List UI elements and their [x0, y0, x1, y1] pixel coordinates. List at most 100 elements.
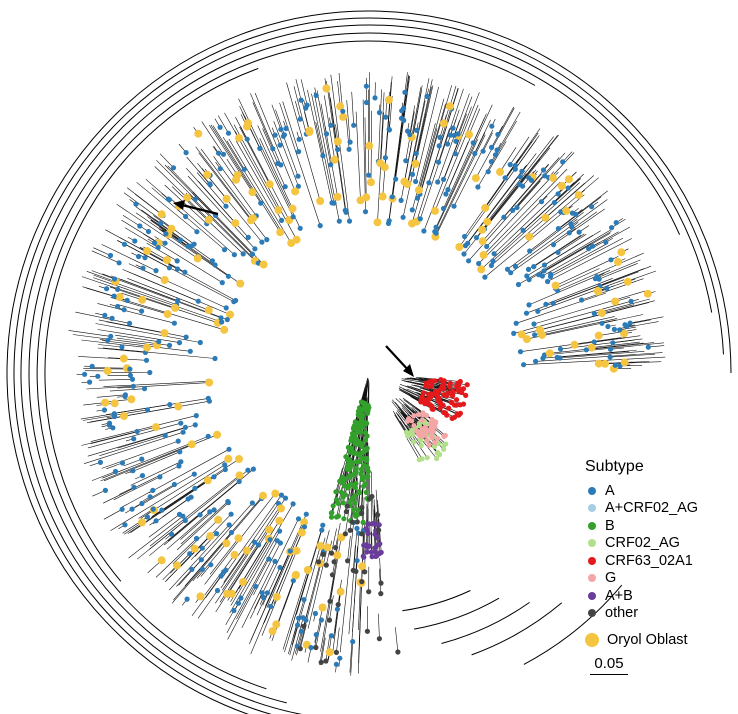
legend-title: Subtype	[585, 458, 644, 475]
tip-subtype-a	[87, 379, 93, 385]
tree-branch	[416, 79, 433, 154]
tip-oryol-oblast	[171, 303, 180, 312]
tree-branch	[295, 79, 302, 101]
tip-subtype-a	[145, 228, 152, 235]
tip-subtype-a	[525, 266, 532, 272]
tip-oryol-oblast	[235, 455, 243, 463]
tip-subtype-a	[166, 342, 173, 348]
tip-subtype-a	[296, 149, 302, 155]
tip-subtype-a	[565, 185, 571, 191]
tip-subtype-a	[526, 302, 532, 308]
tip-subtype-a	[290, 214, 296, 220]
tip-subtype-a	[219, 319, 225, 325]
tip-oryol-oblast	[597, 309, 606, 317]
tree-branch	[276, 580, 294, 627]
tree-branch	[437, 93, 470, 183]
arrow-upper-cluster	[177, 202, 219, 216]
tree-branch	[252, 102, 274, 149]
tip-subtype-a	[296, 136, 302, 142]
tip-subtype-a	[451, 132, 457, 138]
tip-subtype-crf63-02a1	[450, 388, 456, 394]
tree-branch	[349, 560, 358, 673]
tip-subtype-g	[420, 410, 426, 416]
tree-branch	[191, 575, 222, 616]
tip-subtype-crf63-02a1	[457, 410, 463, 416]
tip-oryol-oblast	[265, 525, 274, 534]
tip-subtype-crf63-02a1	[446, 405, 452, 411]
tip-oryol-oblast	[574, 191, 583, 200]
tree-branch	[420, 88, 464, 219]
tree-branch	[350, 641, 353, 676]
tip-subtype-a	[432, 229, 438, 235]
tree-branch	[86, 386, 134, 390]
tip-subtype-crf02-ag	[424, 455, 430, 461]
tip-oryol-oblast	[101, 398, 110, 407]
tree-branch	[146, 242, 178, 262]
tree-branch	[552, 265, 652, 304]
tip-subtype-a	[278, 126, 284, 132]
tip-subtype-a	[372, 95, 378, 101]
tree-branch	[457, 96, 473, 135]
tip-subtype-b	[349, 495, 356, 501]
tip-oryol-oblast	[235, 134, 243, 143]
tip-oryol-oblast	[272, 592, 281, 601]
tip-subtype-a	[176, 511, 183, 517]
tip-subtype-b	[353, 469, 359, 475]
tip-subtype-b	[354, 458, 360, 465]
tip-subtype-a	[257, 145, 263, 151]
tip-oryol-oblast	[305, 126, 314, 135]
tip-subtype-g	[433, 419, 439, 425]
tip-subtype-a	[153, 518, 159, 524]
tip-oryol-oblast	[325, 648, 334, 657]
tree-branch	[166, 511, 210, 550]
tree-branch	[229, 529, 270, 592]
tip-oryol-oblast	[291, 187, 300, 196]
tip-subtype-crf63-02a1	[459, 389, 465, 396]
tip-oryol-oblast	[455, 243, 464, 251]
tree-branch	[332, 591, 341, 653]
tree-branch	[434, 139, 478, 232]
tree-branch	[550, 237, 624, 277]
tip-subtype-other	[313, 644, 319, 651]
tree-branch	[555, 258, 615, 286]
tip-subtype-a	[282, 495, 289, 501]
tip-subtype-a	[218, 315, 224, 321]
tip-subtype-g	[428, 431, 435, 437]
tip-subtype-a	[297, 225, 303, 231]
tree-branch	[99, 435, 166, 456]
tree-branch	[81, 276, 176, 309]
tip-subtype-a	[267, 537, 273, 543]
tip-oryol-oblast	[303, 566, 312, 574]
tip-subtype-a	[424, 93, 430, 99]
tip-subtype-a	[137, 223, 143, 229]
tree-branch	[399, 398, 419, 415]
tree-branch	[614, 321, 659, 330]
tip-subtype-crf63-02a1	[463, 392, 469, 398]
tip-oryol-oblast	[477, 265, 486, 274]
legend-label-b: B	[605, 517, 615, 534]
tip-oryol-oblast	[336, 587, 345, 596]
tip-subtype-a	[133, 201, 139, 207]
tip-subtype-a	[605, 323, 611, 330]
tree-branch	[300, 79, 308, 106]
tree-branch	[538, 233, 611, 275]
tree-branch	[377, 112, 384, 223]
tree-branch	[224, 112, 279, 211]
tip-subtype-a	[119, 460, 126, 466]
tip-subtype-a	[170, 165, 177, 171]
tip-subtype-a	[116, 260, 122, 266]
tree-branch	[407, 100, 426, 184]
tip-subtype-a	[452, 151, 458, 157]
tree-branch	[417, 128, 438, 199]
tip-subtype-b	[343, 454, 349, 460]
tree-branch	[478, 181, 561, 264]
legend-dot-g	[588, 574, 596, 583]
tip-oryol-oblast	[601, 359, 609, 368]
tip-subtype-a	[328, 122, 334, 128]
tip-subtype-a	[272, 558, 278, 565]
tree-branch	[110, 458, 229, 531]
tip-subtype-a	[250, 466, 256, 472]
tree-branch	[226, 544, 259, 595]
tree-branch	[392, 110, 404, 197]
tip-oryol-oblast	[478, 225, 487, 234]
